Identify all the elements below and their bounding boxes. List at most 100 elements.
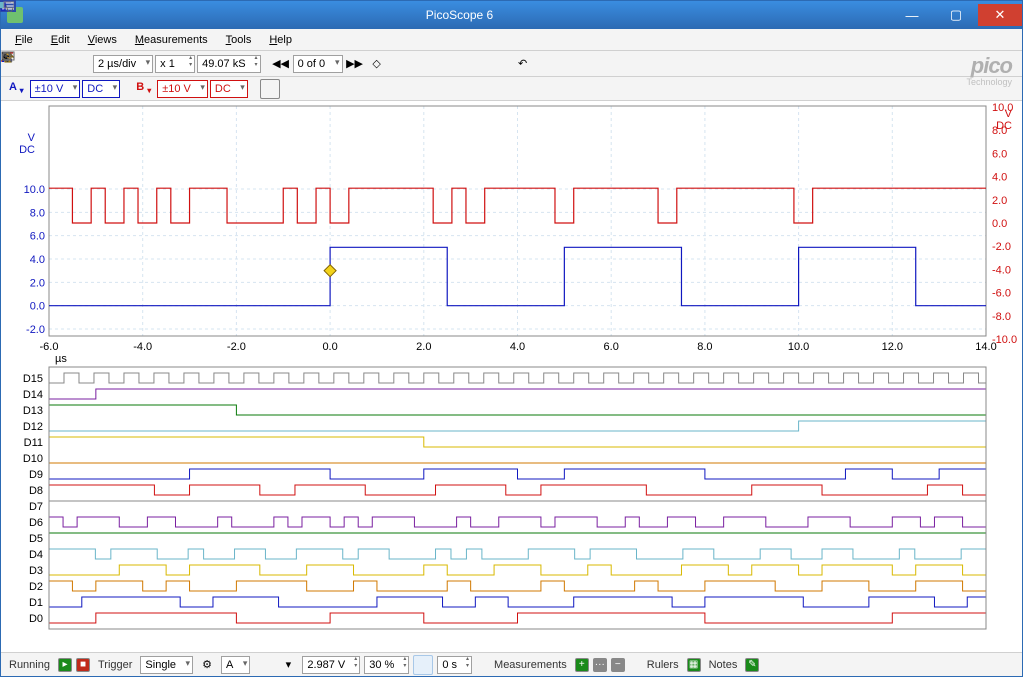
svg-text:2.0: 2.0 [416,341,431,353]
remove-measurement-button[interactable]: − [611,658,625,672]
svg-text:2.0: 2.0 [30,277,45,289]
svg-text:12.0: 12.0 [882,341,903,353]
measurements-label: Measurements [490,659,571,671]
pico-logo: pico [971,53,1012,79]
delay-spin[interactable]: 0 s [437,656,472,674]
go-button[interactable]: ▸ [58,658,72,672]
status-running: Running [5,659,54,671]
svg-text:8.0: 8.0 [697,341,712,353]
next-buffer-icon[interactable]: ▶▶ [345,54,365,74]
svg-text:8.0: 8.0 [992,125,1007,137]
trigger-source-select[interactable]: A [221,656,250,674]
svg-text:0.0: 0.0 [30,301,45,313]
prev-buffer-icon[interactable]: ◀◀ [271,54,291,74]
svg-text:D9: D9 [29,469,43,481]
svg-text:4.0: 4.0 [30,254,45,266]
pointer-icon[interactable] [403,54,423,74]
svg-text:D4: D4 [29,549,43,561]
pretrigger-spin[interactable]: 30 % [364,656,409,674]
math-channel-icon[interactable] [282,79,302,99]
maximize-button[interactable]: ▢ [934,4,978,26]
trigger-label: Trigger [94,659,136,671]
plot-area[interactable]: -6.0-4.0-2.00.02.04.06.08.010.012.014.0V… [1,101,1022,652]
fit-icon[interactable] [535,54,555,74]
svg-text:-2.0: -2.0 [26,324,45,336]
menu-views[interactable]: Views [80,32,125,48]
channel-bar: A ▾ ±10 V DC B ▾ ±10 V DC [1,77,1022,101]
menu-edit[interactable]: Edit [43,32,78,48]
zoom-in-icon[interactable] [469,54,489,74]
undo-zoom-icon[interactable]: ↶ [513,54,533,74]
svg-text:-2.0: -2.0 [992,241,1011,253]
channel-b-coupling[interactable]: DC [210,80,248,98]
svg-text:-4.0: -4.0 [133,341,152,353]
timebase-select[interactable]: 2 µs/div [93,55,153,73]
channel-a-coupling[interactable]: DC [82,80,120,98]
svg-text:D14: D14 [23,389,43,401]
svg-text:D0: D0 [29,613,43,625]
bookmark-icon[interactable]: ◇ [367,54,387,74]
menu-tools[interactable]: Tools [218,32,260,48]
digital-channels-icon[interactable] [260,79,280,99]
svg-text:6.0: 6.0 [30,231,45,243]
notes-label: Notes [705,659,742,671]
channel-a-range[interactable]: ±10 V [30,80,81,98]
trigger-options-icon[interactable]: ▾ [278,655,298,675]
svg-text:D10: D10 [23,453,43,465]
pretrigger-icon[interactable] [413,655,433,675]
svg-text:D1: D1 [29,597,43,609]
channel-b-label[interactable]: B ▾ [132,81,155,95]
titlebar: PicoScope 6 — ▢ ✕ [1,1,1022,29]
svg-text:10.0: 10.0 [24,184,45,196]
home-icon[interactable] [71,54,91,74]
svg-text:-4.0: -4.0 [992,264,1011,276]
svg-text:V: V [28,132,36,144]
notes-button[interactable]: ✎ [745,658,759,672]
stop-button[interactable]: ■ [76,658,90,672]
menu-help[interactable]: Help [261,32,300,48]
trigger-edge-icon[interactable] [254,655,274,675]
svg-text:D12: D12 [23,421,43,433]
zoom-rect-icon[interactable] [447,54,467,74]
window-title: PicoScope 6 [29,8,890,22]
svg-text:D5: D5 [29,533,43,545]
svg-text:D11: D11 [24,437,43,449]
trigger-level-spin[interactable]: 2.987 V [302,656,360,674]
svg-text:DC: DC [19,144,35,156]
svg-text:0.0: 0.0 [322,341,337,353]
persistence-icon[interactable] [49,54,69,74]
svg-text:2.0: 2.0 [992,195,1007,207]
svg-text:4.0: 4.0 [510,341,525,353]
zoom-out-icon[interactable] [491,54,511,74]
pico-sublogo: Technology [966,77,1012,87]
trigger-advanced-icon[interactable]: ⚙ [197,655,217,675]
channel-b-range[interactable]: ±10 V [157,80,208,98]
svg-text:6.0: 6.0 [992,148,1007,160]
toolbar-main: 2 µs/div x 1 49.07 kS ◀◀ 0 of 0 ▶▶ ◇ ↶ p… [1,51,1022,77]
spectrum-icon[interactable] [27,54,47,74]
channel-a-label[interactable]: A ▾ [5,81,28,95]
samples-spin[interactable]: 49.07 kS [197,55,260,73]
rulers-button[interactable]: ▦ [687,658,701,672]
rulers-label: Rulers [643,659,683,671]
svg-text:D8: D8 [29,485,43,497]
edit-measurement-button[interactable]: ··· [593,658,607,672]
svg-text:4.0: 4.0 [992,172,1007,184]
trigger-mode-select[interactable]: Single [140,656,193,674]
menu-file[interactable]: File [7,32,41,48]
svg-text:D13: D13 [23,405,43,417]
close-button[interactable]: ✕ [978,4,1022,26]
buffer-indicator[interactable]: 0 of 0 [293,55,343,73]
svg-text:D7: D7 [29,501,43,513]
svg-text:10.0: 10.0 [992,102,1013,114]
svg-text:0.0: 0.0 [992,218,1007,230]
svg-text:10.0: 10.0 [788,341,809,353]
pan-icon[interactable] [425,54,445,74]
add-measurement-button[interactable]: + [575,658,589,672]
zoom-spin[interactable]: x 1 [155,55,195,73]
svg-text:µs: µs [55,353,67,365]
menu-measurements[interactable]: Measurements [127,32,216,48]
menubar: FileEditViewsMeasurementsToolsHelp [1,29,1022,51]
minimize-button[interactable]: — [890,4,934,26]
svg-text:D6: D6 [29,517,43,529]
